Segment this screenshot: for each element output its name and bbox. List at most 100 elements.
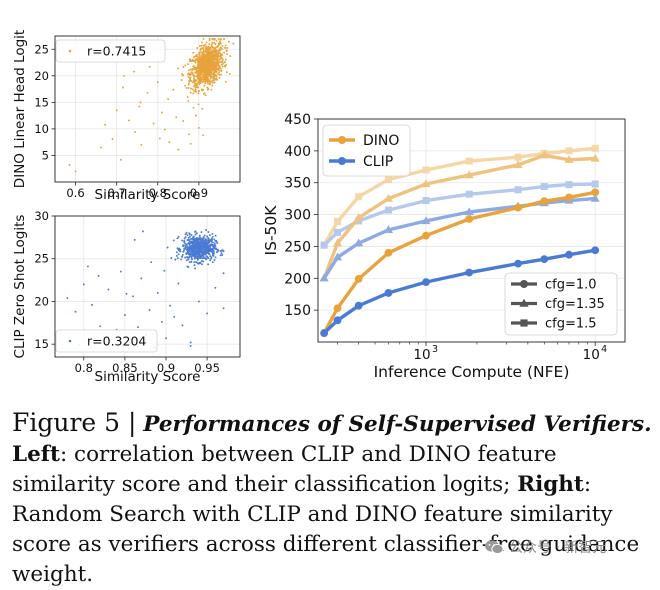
dino-point (211, 41, 214, 44)
series-point (565, 250, 573, 259)
series-clip-cfg-1_0 (320, 246, 600, 337)
dino-point (209, 77, 212, 80)
dino-point (215, 49, 217, 52)
clip-point (176, 247, 179, 250)
dino-point (214, 62, 217, 65)
dino-point (204, 47, 207, 49)
dino-point (204, 68, 206, 70)
clip-point (207, 252, 210, 254)
clip-point (211, 261, 214, 264)
dino-point (195, 68, 198, 71)
dino-point (206, 75, 209, 78)
dino-point (232, 42, 235, 45)
clip-point (175, 251, 178, 254)
dino-outlier-point (146, 91, 149, 94)
clip-point (215, 248, 218, 250)
clip-point (206, 235, 209, 238)
watermark: 公众号 · 新智元 (484, 537, 606, 557)
dino-point (215, 53, 218, 56)
dino-point (210, 62, 212, 65)
clip-point (182, 245, 185, 248)
series-clip-cfg-1_35 (319, 193, 600, 282)
clip-point (203, 243, 206, 246)
dino-point (217, 50, 220, 52)
dino-points (68, 37, 235, 173)
clip-outlier-point (86, 265, 89, 268)
series-point (422, 166, 430, 174)
clip-scatter-panel: 0.8 0.85 0.9 0.95 15 20 25 30 Similarity Score CL… (12, 209, 241, 385)
dino-point (216, 45, 219, 48)
clip-point (200, 242, 203, 245)
dino-outlier-point (68, 164, 71, 166)
dino-point (209, 74, 212, 77)
dino-point (198, 68, 201, 71)
series-point (465, 190, 473, 198)
dino-point (190, 79, 193, 82)
clip-point (175, 254, 178, 257)
clip-axes-frame (54, 215, 241, 358)
clip-point (200, 247, 202, 250)
dino-point (220, 70, 223, 72)
dino-point (192, 51, 195, 54)
clip-point (198, 243, 201, 246)
series-point (591, 144, 599, 152)
dino-point (203, 59, 206, 62)
clip-point (193, 244, 196, 247)
dino-point (206, 86, 209, 89)
series-line (322, 248, 597, 335)
clip-point (214, 234, 217, 237)
dino-legend-label: r=0.7415 (87, 44, 146, 59)
dino-point (217, 72, 219, 75)
dino-point (204, 50, 207, 53)
dino-point (215, 39, 218, 42)
dino-ylabel: DINO Linear Head Logit (12, 30, 28, 188)
is50k-ytick-label: 350 (284, 176, 311, 192)
is50k-ytick-label: 250 (284, 239, 311, 255)
clip-point (196, 253, 199, 256)
dino-point (194, 66, 196, 69)
clip-point (188, 261, 191, 264)
dino-point (199, 52, 201, 54)
clip-point (209, 250, 211, 252)
clip-point (209, 244, 212, 247)
dino-point (208, 55, 210, 58)
dino-point (196, 74, 199, 77)
dino-point (212, 73, 214, 76)
legend-verifier: DINO CLIP (322, 124, 411, 177)
clip-point (213, 259, 216, 261)
dino-point (218, 40, 221, 43)
dino-point (200, 44, 203, 47)
dino-outlier-point (156, 81, 159, 84)
clip-point (211, 232, 214, 235)
series-point (514, 186, 522, 194)
series-point (320, 241, 328, 249)
dino-point (207, 73, 210, 76)
dino-point (196, 67, 199, 70)
dino-point (208, 43, 211, 46)
dino-point (190, 68, 192, 71)
clip-point (204, 238, 207, 241)
dino-point (193, 68, 196, 71)
series-line (322, 146, 597, 247)
clip-outlier-point (163, 269, 166, 272)
dino-point (208, 65, 211, 68)
series-point (354, 275, 363, 283)
dino-point (185, 87, 188, 89)
dino-outlier-point (197, 126, 200, 129)
dino-point (200, 68, 203, 71)
dino-outlier-point (186, 96, 189, 99)
series-point (422, 197, 430, 205)
dino-point (202, 48, 205, 51)
clip-point (193, 256, 196, 259)
clip-point (216, 248, 219, 251)
dino-point (204, 69, 207, 72)
clip-point (209, 238, 212, 241)
series-point (513, 160, 523, 168)
clip-point (191, 249, 193, 252)
dino-point (220, 57, 223, 60)
dino-point (187, 99, 190, 102)
legend-cfg-box (504, 272, 618, 336)
dino-ytick-label: 25 (34, 42, 49, 56)
clip-point (194, 230, 196, 233)
series-line (322, 190, 597, 335)
